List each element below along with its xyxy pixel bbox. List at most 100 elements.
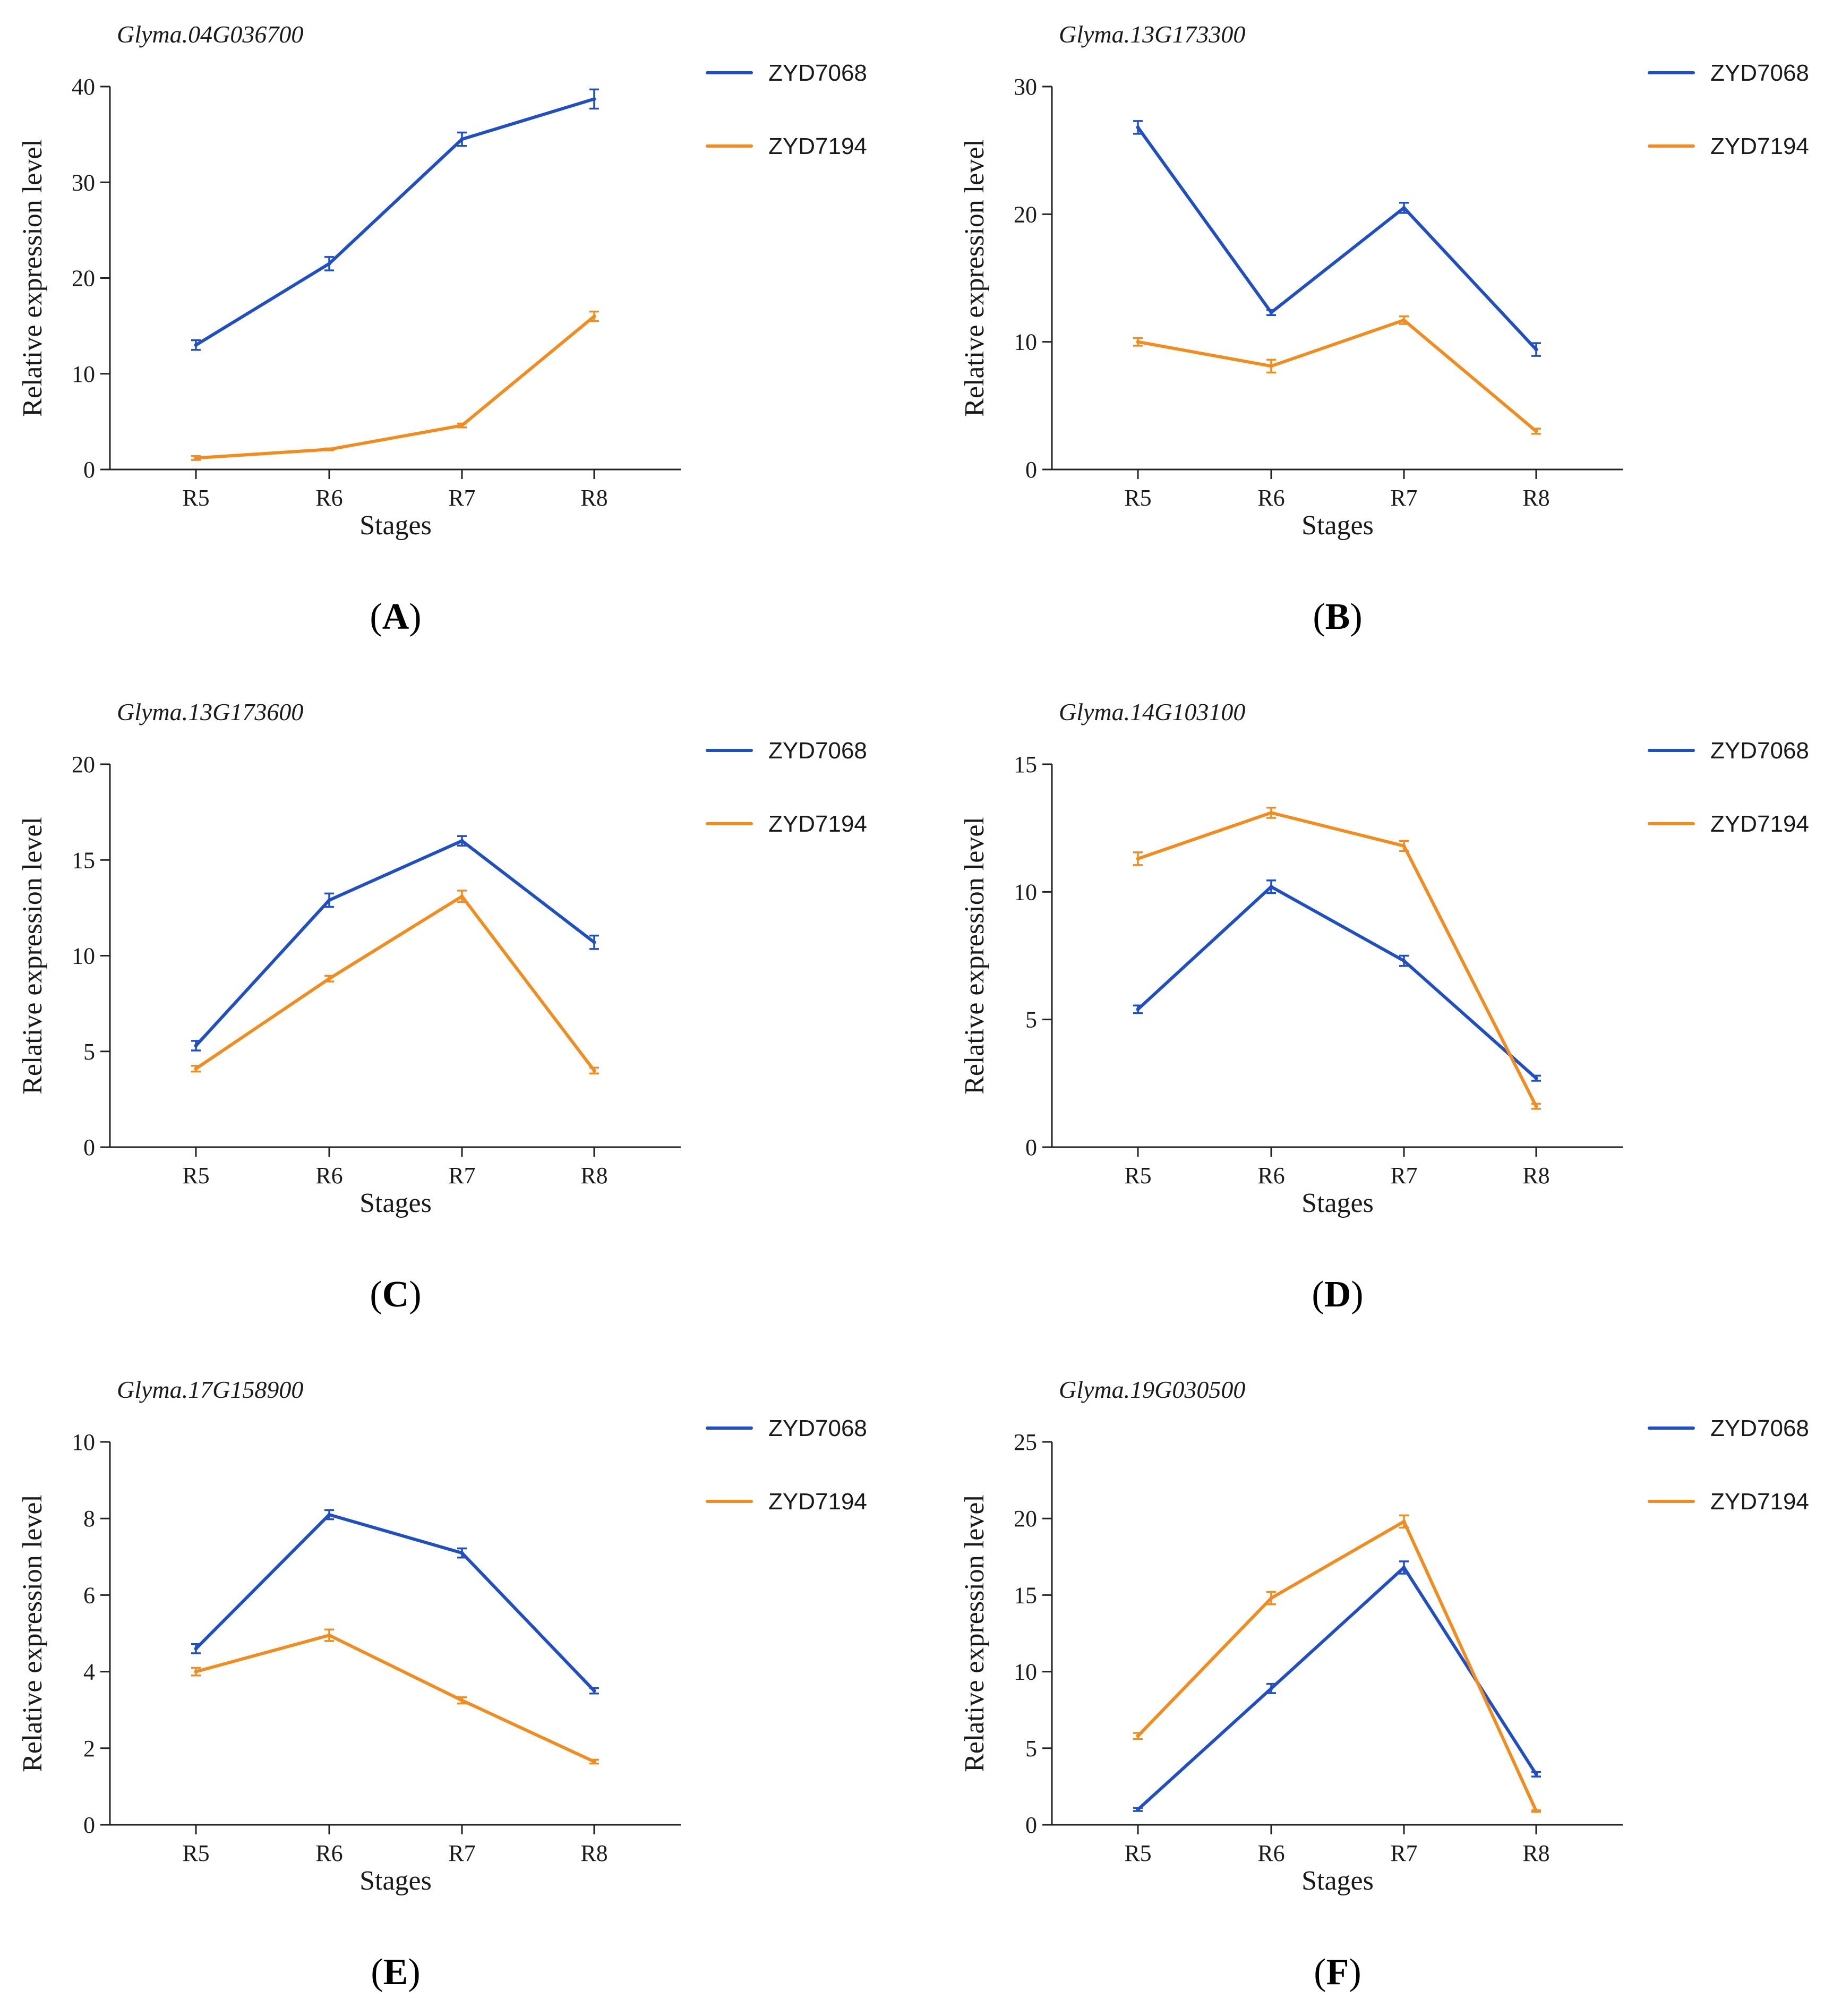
data-point-ZYD7194-R6 — [327, 977, 331, 981]
data-point-ZYD7068-R5 — [194, 1044, 198, 1048]
series-line-ZYD7194 — [194, 314, 596, 460]
data-point-ZYD7194-R5 — [1136, 1734, 1140, 1738]
x-tick-label: R5 — [1124, 485, 1151, 511]
data-point-ZYD7194-R8 — [592, 1759, 596, 1764]
x-tick-label: R7 — [448, 485, 475, 511]
y-tick-label: 20 — [72, 751, 95, 778]
x-axis-label: Stages — [359, 1866, 432, 1896]
y-axis-label: Relative expression level — [960, 1494, 990, 1772]
data-point-ZYD7068-R6 — [327, 261, 331, 266]
x-tick-label: R6 — [1257, 1840, 1284, 1866]
data-point-ZYD7068-R8 — [592, 940, 596, 944]
y-axis-label: Relative expression level — [18, 1494, 48, 1772]
data-point-ZYD7068-R5 — [194, 1646, 198, 1651]
x-tick-label: R8 — [580, 1163, 607, 1189]
series-line-ZYD7194 — [1136, 318, 1538, 433]
data-point-ZYD7194-R5 — [194, 456, 198, 460]
series-line-ZYD7068 — [1136, 125, 1538, 352]
chart-panel-B: Glyma.13G173300 0 10 20 30 R5 R6 R7 R8 Relative e… — [960, 21, 1809, 637]
data-point-ZYD7068-R8 — [1534, 1772, 1538, 1776]
x-tick-label: R8 — [1522, 1163, 1549, 1189]
data-point-ZYD7194-R5 — [1136, 857, 1140, 861]
data-point-ZYD7068-R5 — [194, 343, 198, 347]
series-line-ZYD7194 — [1136, 1519, 1538, 1813]
y-tick-label: 4 — [83, 1659, 95, 1685]
data-point-ZYD7068-R6 — [1269, 885, 1273, 889]
panel-letter: B — [1325, 596, 1350, 637]
legend-label-ZYD7068: ZYD7068 — [768, 738, 867, 764]
legend-label-ZYD7194: ZYD7194 — [768, 133, 867, 159]
data-point-ZYD7194-R8 — [1534, 429, 1538, 433]
y-tick-label: 20 — [72, 266, 95, 292]
y-tick-label: 25 — [1014, 1429, 1037, 1455]
panel-letter: C — [382, 1274, 409, 1315]
y-tick-label: 20 — [1014, 1506, 1037, 1532]
chart-title: Glyma.13G173600 — [117, 698, 303, 725]
data-point-ZYD7194-R5 — [1136, 340, 1140, 344]
data-point-ZYD7194-R7 — [460, 423, 464, 428]
x-tick-label: R7 — [1390, 1840, 1417, 1866]
x-tick-label: R6 — [315, 1840, 342, 1866]
data-point-ZYD7068-R8 — [1534, 1076, 1538, 1080]
data-point-ZYD7068-R6 — [1269, 310, 1273, 314]
y-tick-label: 2 — [83, 1736, 95, 1762]
panel-paren-close: ) — [409, 1274, 421, 1315]
panel-paren-close: ) — [408, 1952, 420, 1993]
x-tick-label: R7 — [1390, 1163, 1417, 1189]
series-line-ZYD7068 — [194, 97, 596, 347]
y-tick-label: 0 — [1025, 1134, 1037, 1160]
data-point-ZYD7068-R6 — [327, 1513, 331, 1517]
legend-label-ZYD7068: ZYD7068 — [768, 60, 867, 86]
data-point-ZYD7194-R5 — [194, 1670, 198, 1674]
y-tick-label: 10 — [1014, 1659, 1037, 1685]
panel-paren-close: ) — [1350, 596, 1362, 637]
data-point-ZYD7068-R5 — [1136, 125, 1140, 130]
data-point-ZYD7194-R8 — [592, 314, 596, 319]
x-tick-label: R8 — [1522, 485, 1549, 511]
chart-panel-F: Glyma.19G030500 0 5 10 15 20 25 R5 R6 R7 R8 Relativ… — [960, 1376, 1809, 1993]
x-tick-label: R8 — [1522, 1840, 1549, 1866]
y-tick-label: 0 — [1025, 457, 1037, 483]
x-tick-label: R7 — [448, 1163, 475, 1189]
panel-label: (E) — [371, 1952, 420, 1993]
y-tick-label: 10 — [72, 943, 95, 969]
x-tick-label: R6 — [315, 485, 342, 511]
y-tick-label: 0 — [83, 1812, 95, 1838]
x-axis-label: Stages — [359, 1188, 432, 1218]
x-tick-label: R8 — [580, 485, 607, 511]
panel-label: (B) — [1313, 596, 1362, 637]
data-point-ZYD7194-R5 — [194, 1066, 198, 1071]
chart-title: Glyma.19G030500 — [1059, 1376, 1245, 1403]
panel-paren-open: ( — [370, 596, 382, 637]
y-tick-label: 15 — [1014, 1582, 1037, 1608]
legend-label-ZYD7194: ZYD7194 — [1710, 811, 1809, 837]
y-tick-label: 10 — [72, 1429, 95, 1455]
series-line-ZYD7194 — [194, 1634, 596, 1764]
data-point-ZYD7068-R5 — [1136, 1807, 1140, 1812]
panel-label: (F) — [1314, 1952, 1361, 1993]
x-tick-label: R6 — [1257, 485, 1284, 511]
y-tick-label: 0 — [83, 457, 95, 483]
y-tick-label: 6 — [83, 1582, 95, 1608]
series-line-ZYD7194 — [194, 894, 596, 1072]
panel-paren-open: ( — [1313, 596, 1325, 637]
y-axis-label: Relative expression level — [18, 139, 48, 417]
chart-title: Glyma.17G158900 — [117, 1376, 303, 1403]
data-point-ZYD7194-R7 — [1402, 318, 1406, 322]
data-point-ZYD7194-R8 — [1534, 1104, 1538, 1108]
y-tick-label: 30 — [72, 169, 95, 195]
data-point-ZYD7194-R6 — [327, 1633, 331, 1637]
x-tick-label: R5 — [182, 1840, 209, 1866]
legend-label-ZYD7194: ZYD7194 — [768, 1489, 867, 1515]
chart-title: Glyma.13G173300 — [1059, 21, 1245, 48]
x-tick-label: R8 — [580, 1840, 607, 1866]
series-line-ZYD7068 — [194, 1513, 596, 1693]
data-point-ZYD7068-R6 — [1269, 1686, 1273, 1690]
series-line-ZYD7194 — [1136, 811, 1538, 1108]
data-point-ZYD7194-R7 — [1402, 1519, 1406, 1524]
x-axis-label: Stages — [1301, 1188, 1374, 1218]
x-tick-label: R6 — [1257, 1163, 1284, 1189]
y-tick-label: 5 — [83, 1039, 95, 1065]
y-tick-label: 5 — [1025, 1007, 1037, 1033]
legend-label-ZYD7194: ZYD7194 — [768, 811, 867, 837]
